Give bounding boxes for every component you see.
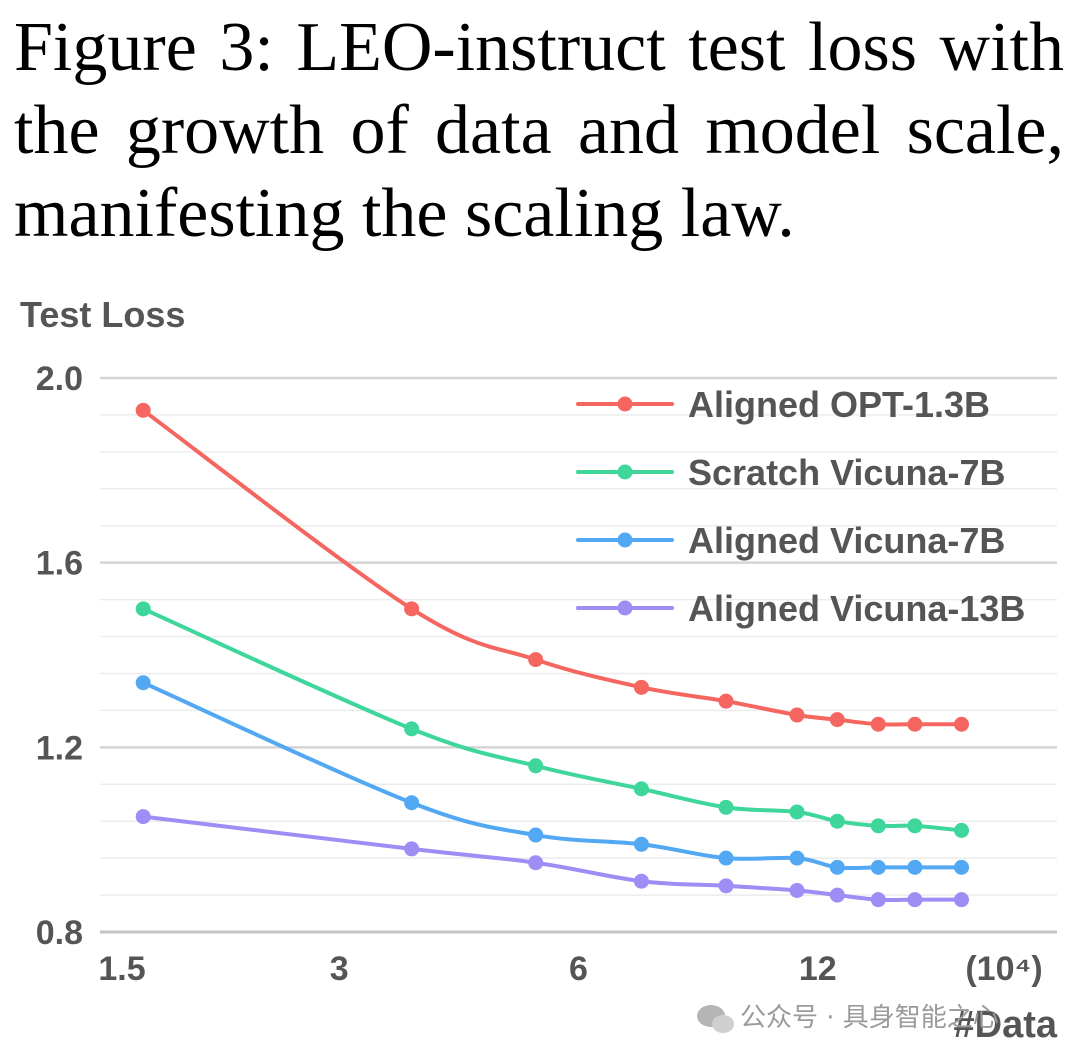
data-point xyxy=(528,827,544,843)
data-point xyxy=(829,712,845,728)
data-point xyxy=(528,652,544,668)
data-point xyxy=(829,813,845,829)
data-point xyxy=(907,716,923,732)
series-2 xyxy=(135,675,970,875)
y-tick-label: 2.0 xyxy=(36,360,83,398)
data-point xyxy=(954,822,970,838)
data-point xyxy=(718,693,734,709)
y-axis-title: Test Loss xyxy=(20,294,185,335)
series-0 xyxy=(135,402,970,732)
legend-label: Aligned OPT-1.3B xyxy=(688,384,990,425)
data-point xyxy=(404,601,420,617)
data-point xyxy=(789,804,805,820)
data-point xyxy=(633,873,649,889)
data-point xyxy=(633,836,649,852)
data-point xyxy=(404,841,420,857)
x-unit-label: (10⁴) xyxy=(965,950,1042,988)
legend-swatch-marker xyxy=(617,600,633,616)
figure-caption: Figure 3: LEO-instruct test loss with th… xyxy=(14,9,1064,252)
legend-swatch-marker xyxy=(617,532,633,548)
legend: Aligned OPT-1.3B Scratch Vicuna-7B Aligned… xyxy=(576,384,1025,629)
data-point xyxy=(718,799,734,815)
data-point xyxy=(907,892,923,908)
data-point xyxy=(954,892,970,908)
data-point xyxy=(718,850,734,866)
x-tick-label: 12 xyxy=(799,950,837,988)
data-point xyxy=(789,707,805,723)
data-point xyxy=(528,855,544,871)
data-point xyxy=(135,809,151,825)
data-point xyxy=(907,859,923,875)
data-point xyxy=(404,795,420,811)
data-point xyxy=(829,859,845,875)
data-point xyxy=(789,850,805,866)
legend-item: Aligned Vicuna-13B xyxy=(576,588,1025,629)
x-axis-title: #Data xyxy=(954,1004,1058,1046)
data-point xyxy=(870,892,886,908)
data-point xyxy=(954,859,970,875)
series-lines xyxy=(135,402,970,908)
y-tick-label: 0.8 xyxy=(36,914,83,952)
data-point xyxy=(135,402,151,418)
wechat-icon xyxy=(697,1005,734,1033)
series-1 xyxy=(135,601,970,838)
data-point xyxy=(528,758,544,774)
legend-label: Scratch Vicuna-7B xyxy=(688,452,1005,493)
legend-label: Aligned Vicuna-7B xyxy=(688,520,1005,561)
data-point xyxy=(870,818,886,834)
x-tick-label: 3 xyxy=(330,950,349,988)
data-point xyxy=(870,716,886,732)
legend-swatch-marker xyxy=(617,464,633,480)
legend-item: Aligned OPT-1.3B xyxy=(576,384,990,425)
legend-label: Aligned Vicuna-13B xyxy=(688,588,1025,629)
data-point xyxy=(829,887,845,903)
data-point xyxy=(135,675,151,691)
data-point xyxy=(633,781,649,797)
watermark: 公众号 · 具身智能之心 xyxy=(697,1003,999,1033)
watermark-text: 公众号 · 具身智能之心 xyxy=(740,1003,999,1033)
x-tick-label: 6 xyxy=(569,950,588,988)
data-point xyxy=(907,818,923,834)
y-tick-label: 1.6 xyxy=(36,545,83,583)
legend-item: Scratch Vicuna-7B xyxy=(576,452,1005,493)
data-point xyxy=(633,679,649,695)
legend-item: Aligned Vicuna-7B xyxy=(576,520,1005,561)
data-point xyxy=(954,716,970,732)
x-tick-label: 1.5 xyxy=(98,950,145,988)
y-tick-label: 1.2 xyxy=(36,729,83,767)
data-point xyxy=(789,882,805,898)
data-point xyxy=(870,859,886,875)
legend-swatch-marker xyxy=(617,396,633,412)
data-point xyxy=(718,878,734,894)
axes: 0.8 1.2 1.6 2.0 1.5 3 6 12 (10⁴) Test Loss #Data xyxy=(20,294,1058,1046)
grid-lines xyxy=(100,376,1057,933)
series-3 xyxy=(135,809,970,908)
data-point xyxy=(135,601,151,617)
data-point xyxy=(404,721,420,737)
